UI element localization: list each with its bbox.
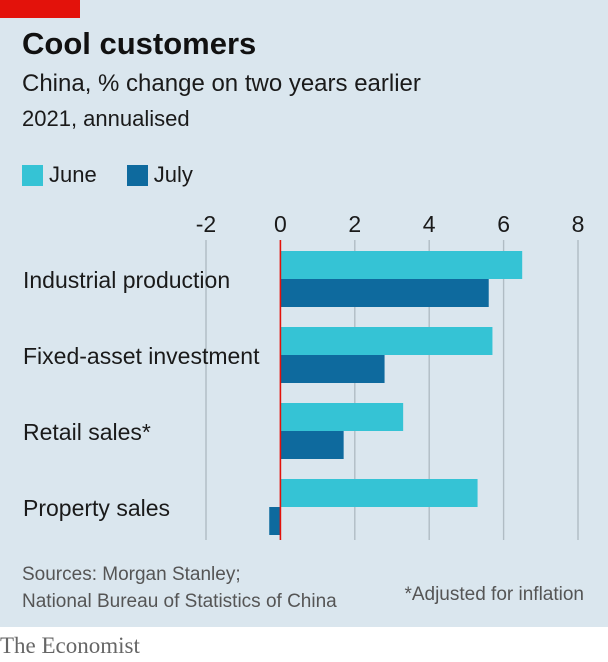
legend-item-july: July [126,162,193,188]
legend-label-june: June [49,162,97,187]
legend-label-july: July [153,162,193,187]
brand-wordmark: The Economist [0,633,140,658]
sources-line-2: National Bureau of Statistics of China [22,591,337,612]
x-tick-label: -2 [196,211,216,237]
x-tick-label: 8 [572,211,585,237]
bar-july [269,507,281,535]
category-label: Fixed-asset investment [23,343,260,369]
x-tick-label: 2 [348,211,361,237]
bar-july [280,355,385,383]
category-label: Retail sales* [23,419,151,445]
chart-subtitle: China, % change on two years earlier [22,70,421,97]
footnote: *Adjusted for inflation [404,584,584,605]
legend: June July [22,162,223,188]
bar-chart: -2 0 2 4 6 8 Industrial production Fixed-asset … [23,211,585,540]
bar-june [280,251,523,279]
bar-july [280,279,489,307]
x-tick-label: 6 [497,211,510,237]
bar-july [280,431,344,459]
brand-tag [0,0,80,18]
chart-panel [0,0,608,627]
legend-swatch-june [22,164,43,186]
bar-june [280,479,478,507]
x-tick-label: 4 [423,211,436,237]
category-label: Property sales [23,495,170,521]
chart-title: Cool customers [22,26,257,61]
chart-note: 2021, annualised [22,106,190,131]
sources: Sources: Morgan Stanley; National Bureau… [22,561,337,615]
category-label: Industrial production [23,267,230,293]
sources-line-1: Sources: Morgan Stanley; [22,564,241,585]
legend-swatch-july [126,164,148,186]
bar-june [280,327,493,355]
x-tick-label: 0 [274,211,287,237]
bar-june [280,403,404,431]
legend-item-june: June [22,162,97,188]
